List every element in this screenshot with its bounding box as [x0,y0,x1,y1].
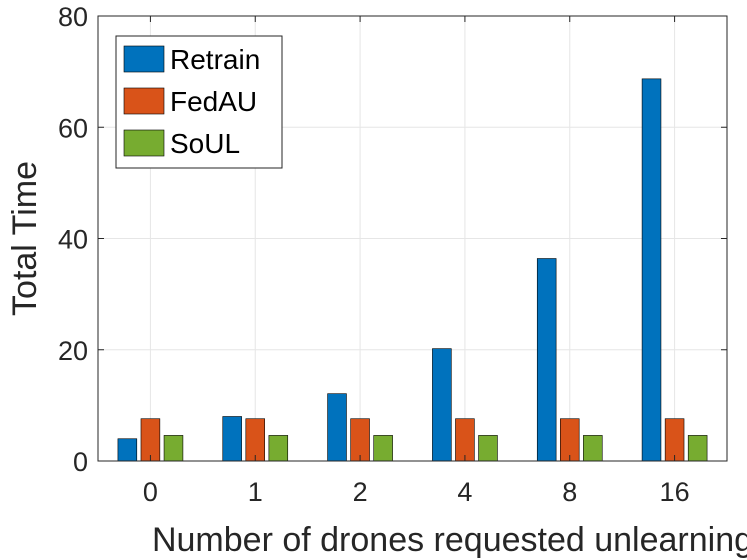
x-tick-label: 1 [248,477,263,507]
bar-soul-1 [268,435,289,462]
x-tick-label: 16 [660,477,690,507]
bar-fedau-16 [664,418,685,462]
bar-fedau-2 [350,418,370,462]
x-tick-label: 8 [562,477,577,507]
bar-soul-2 [373,435,393,462]
legend: Retrain FedAU SoUL [115,35,283,169]
y-tick-label: 20 [58,336,88,366]
y-axis-title: Total Time [6,161,44,316]
bar-soul-4 [478,435,498,462]
axis-ticks: 0 20 40 60 80 0 1 2 4 8 16 [58,2,727,507]
x-tick-label: 2 [353,477,368,507]
legend-label-retrain: Retrain [170,44,260,75]
legend-label-soul: SoUL [170,128,240,159]
bar-retrain-2 [327,393,347,462]
y-tick-label: 0 [73,447,88,477]
legend-swatch-retrain [123,45,165,73]
bar-retrain-1 [222,416,242,462]
x-tick-label: 0 [143,477,158,507]
bar-soul-8 [583,435,603,462]
x-tick-label: 4 [457,477,472,507]
bar-soul-16 [687,435,708,462]
y-tick-label: 40 [58,225,88,255]
bar-retrain-4 [432,348,452,462]
legend-label-fedau: FedAU [170,86,257,117]
legend-swatch-fedau [123,87,165,115]
bar-fedau-8 [560,418,580,462]
y-tick-label: 60 [58,113,88,143]
bar-retrain-8 [536,258,557,462]
x-axis-title: Number of drones requested unlearning [152,521,747,559]
legend-swatch-soul [123,129,165,157]
bar-retrain-16 [641,78,662,462]
bar-retrain-0 [117,438,138,462]
bar-fedau-1 [245,418,265,462]
y-tick-label: 80 [58,2,88,32]
bar-fedau-0 [140,418,161,462]
bar-soul-0 [163,435,184,462]
bar-fedau-4 [455,418,475,462]
